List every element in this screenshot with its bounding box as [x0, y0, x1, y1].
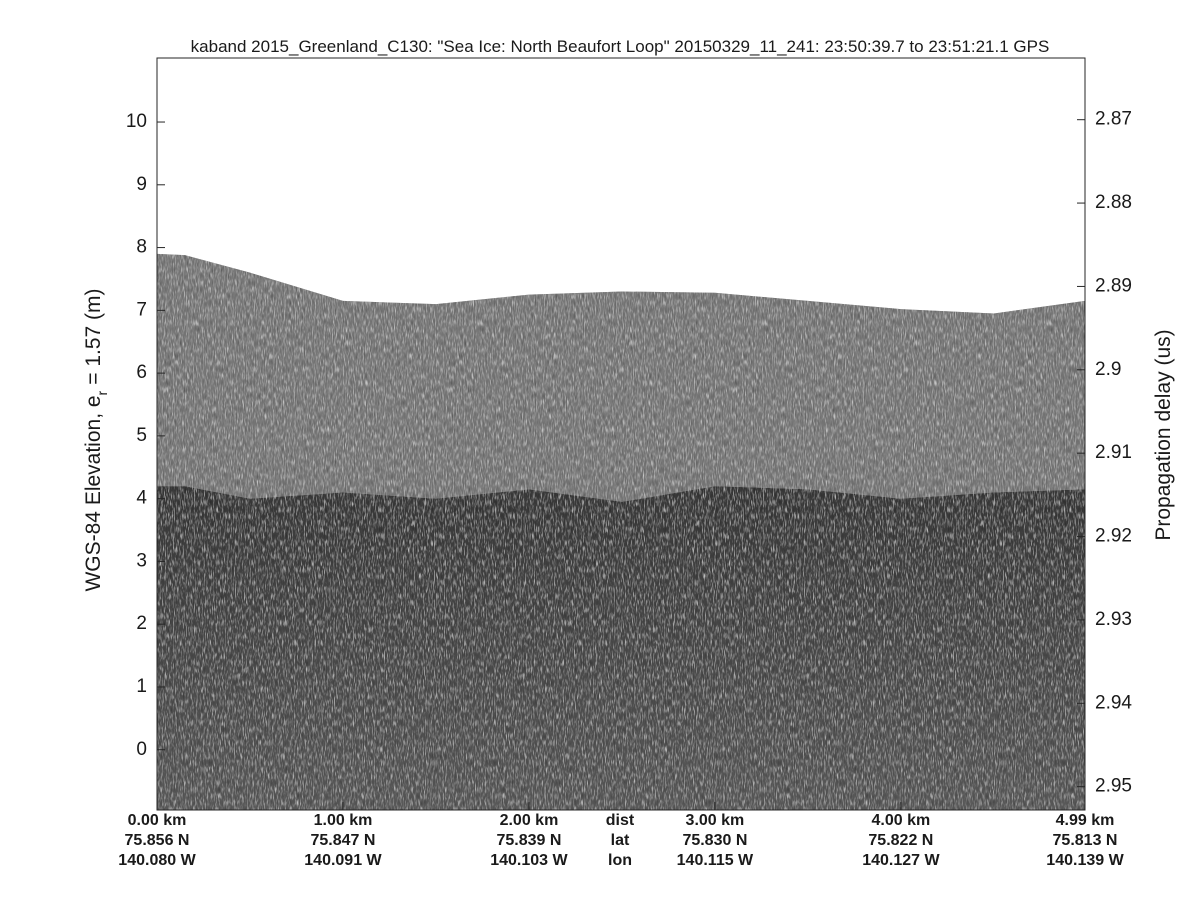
x-tick-label: 3.00 km	[686, 812, 745, 829]
y2-axis-label: Propagation delay (us)	[1152, 329, 1175, 540]
y2-tick-label: 2.95	[1095, 776, 1132, 797]
x-tick-lat: 75.839 N	[496, 832, 561, 849]
radar-subsurface-area	[157, 486, 1085, 810]
x-tick-lat: 75.856 N	[125, 832, 190, 849]
y-tick-label: 6	[136, 362, 147, 383]
x-tick-lat: 75.822 N	[868, 832, 933, 849]
x-row-label: dist	[606, 812, 635, 829]
y2-tick-label: 2.89	[1095, 275, 1132, 296]
x-tick-lon: 140.115 W	[677, 852, 754, 869]
y2-tick-label: 2.88	[1095, 192, 1132, 213]
x-tick-lon: 140.127 W	[862, 852, 940, 869]
y-label-main: WGS-84 Elevation, e	[82, 395, 105, 591]
y2-tick-label: 2.9	[1095, 359, 1121, 380]
x-tick-label: 2.00 km	[500, 812, 559, 829]
x-tick-label: 4.00 km	[872, 812, 931, 829]
y2-tick-label: 2.94	[1095, 692, 1132, 713]
x-tick-lat: 75.847 N	[311, 832, 376, 849]
y-tick-label: 10	[126, 111, 147, 132]
x-tick-label: 0.00 km	[128, 812, 187, 829]
x-tick-label: 4.99 km	[1056, 812, 1115, 829]
x-row-label: lon	[608, 852, 632, 869]
y-tick-label: 7	[136, 299, 147, 320]
y-tick-label: 2	[136, 613, 147, 634]
axes-box	[156, 57, 1086, 811]
y2-tick-label: 2.87	[1095, 109, 1132, 130]
x-tick-lat: 75.830 N	[682, 832, 747, 849]
x-tick-lat: 75.813 N	[1053, 832, 1118, 849]
y2-tick-label: 2.93	[1095, 609, 1132, 630]
y2-tick-label: 2.92	[1095, 526, 1132, 547]
x-tick-lon: 140.091 W	[304, 852, 382, 869]
x-row-label: lat	[611, 832, 630, 849]
y-tick-label: 0	[136, 739, 147, 760]
y-tick-label: 1	[136, 676, 147, 697]
x-tick-lon: 140.139 W	[1046, 852, 1124, 869]
x-tick-label: 1.00 km	[314, 812, 373, 829]
y-tick-label: 5	[136, 425, 147, 446]
y-tick-label: 4	[136, 488, 147, 509]
y-tick-label: 9	[136, 174, 147, 195]
chart-title: kaband 2015_Greenland_C130: "Sea Ice: No…	[191, 37, 1050, 56]
y-axis-label: WGS-84 Elevation, er = 1.57 (m)	[82, 288, 110, 591]
y-tick-label: 8	[136, 237, 147, 258]
y-label-sub: r	[94, 390, 110, 395]
x-tick-lon: 140.080 W	[118, 852, 196, 869]
y-label-rest: = 1.57 (m)	[82, 288, 105, 384]
y2-tick-label: 2.91	[1095, 442, 1132, 463]
x-tick-lon: 140.103 W	[490, 852, 568, 869]
y-tick-label: 3	[136, 550, 147, 571]
